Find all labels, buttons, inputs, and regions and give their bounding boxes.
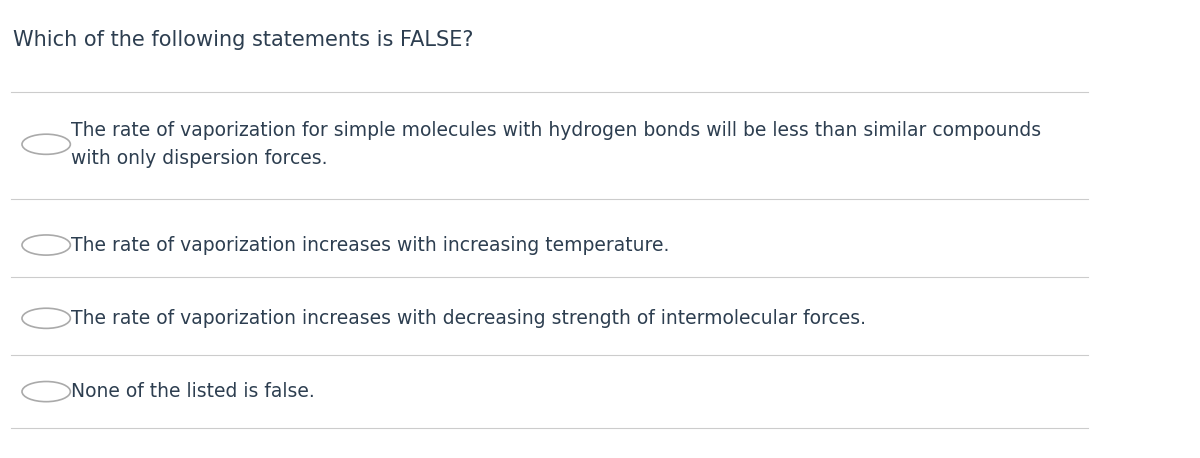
- Text: The rate of vaporization increases with decreasing strength of intermolecular fo: The rate of vaporization increases with …: [72, 309, 866, 328]
- Text: The rate of vaporization increases with increasing temperature.: The rate of vaporization increases with …: [72, 235, 670, 255]
- Text: The rate of vaporization for simple molecules with hydrogen bonds will be less t: The rate of vaporization for simple mole…: [72, 121, 1042, 168]
- Text: None of the listed is false.: None of the listed is false.: [72, 382, 316, 401]
- Text: Which of the following statements is FALSE?: Which of the following statements is FAL…: [13, 30, 474, 50]
